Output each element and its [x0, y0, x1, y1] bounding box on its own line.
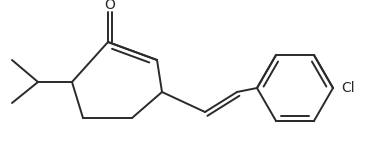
Text: Cl: Cl	[341, 81, 355, 95]
Text: O: O	[105, 0, 116, 12]
